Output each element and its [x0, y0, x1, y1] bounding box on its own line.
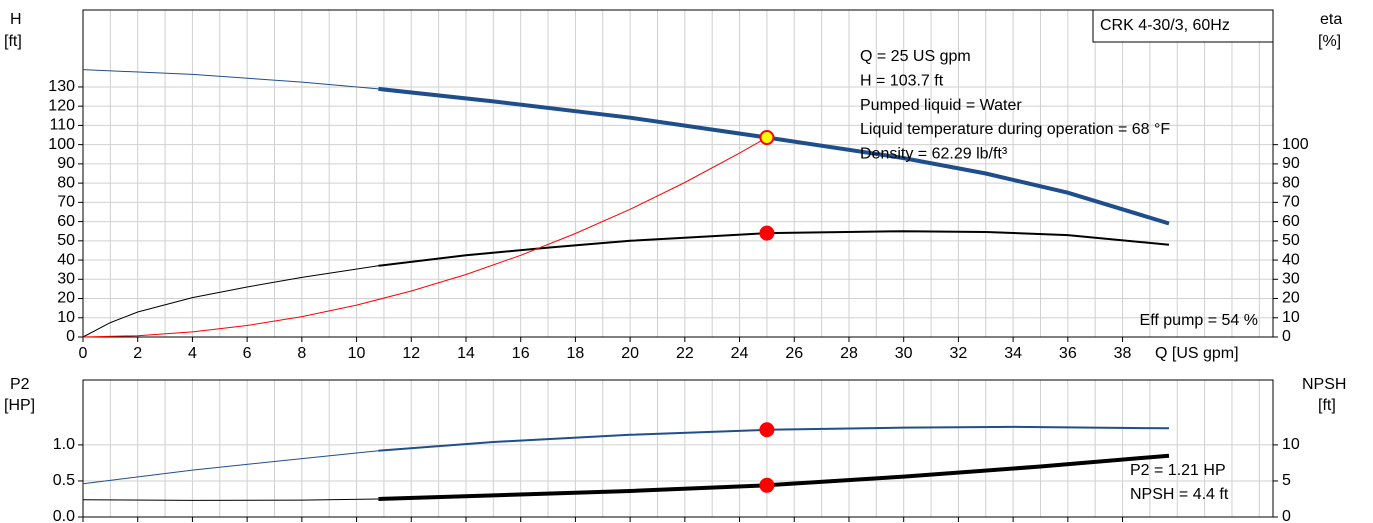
y-tick-label: 0.5 [53, 472, 75, 489]
x-tick-label: 8 [297, 345, 306, 362]
x-tick-label: 14 [457, 345, 475, 362]
x-tick-label: 0 [79, 345, 88, 362]
curve [378, 86, 1170, 226]
y2-tick-label: 20 [1282, 290, 1300, 307]
y2-tick-label: 50 [1282, 232, 1300, 249]
y-tick-label: 0 [66, 328, 75, 345]
y-tick-label: 1.0 [53, 436, 75, 453]
y2-tick-label: 70 [1282, 194, 1300, 211]
y-tick-label: 50 [57, 232, 75, 249]
operating-point [759, 477, 775, 493]
y-tick-label: 70 [57, 194, 75, 211]
y-label: P2 [10, 376, 30, 393]
operating-point [759, 225, 775, 241]
operating-point [759, 422, 775, 438]
x-tick-label: 2 [133, 345, 142, 362]
x-tick-label: 10 [348, 345, 366, 362]
y2-unit: [%] [1318, 33, 1341, 50]
y2-label: NPSH [1302, 376, 1346, 393]
annotation: Pumped liquid = Water [860, 97, 1022, 114]
x-tick-label: 30 [895, 345, 913, 362]
y2-unit: [ft] [1318, 397, 1336, 414]
y2-tick-label: 60 [1282, 213, 1300, 230]
x-tick-label: 32 [950, 345, 968, 362]
y-tick-label: 40 [57, 251, 75, 268]
y2-tick-label: 100 [1282, 136, 1309, 153]
plot-area [83, 380, 1273, 517]
curve [82, 265, 379, 338]
y-tick-label: 80 [57, 174, 75, 191]
y-tick-label: 20 [57, 290, 75, 307]
x-tick-label: 38 [1114, 345, 1132, 362]
y2-label: eta [1320, 11, 1342, 28]
x-tick-label: 26 [785, 345, 803, 362]
x-tick-label: 22 [676, 345, 694, 362]
x-tick-label: 24 [731, 345, 749, 362]
annotation: H = 103.7 ft [860, 73, 944, 90]
y2-tick-label: 40 [1282, 251, 1300, 268]
x-tick-label: 28 [840, 345, 858, 362]
curve [82, 69, 379, 90]
y-tick-label: 60 [57, 213, 75, 230]
y-tick-label: 100 [48, 136, 75, 153]
y2-tick-label: 10 [1282, 436, 1300, 453]
y-tick-label: 130 [48, 78, 75, 95]
y2-tick-label: 90 [1282, 155, 1300, 172]
x-tick-label: 12 [402, 345, 420, 362]
x-tick-label: 20 [621, 345, 639, 362]
y-tick-label: 30 [57, 271, 75, 288]
y2-tick-label: 0 [1282, 508, 1291, 523]
curve [82, 498, 379, 501]
annotation: Q = 25 US gpm [860, 48, 971, 65]
annotation: NPSH = 4.4 ft [1130, 486, 1229, 503]
plot-frame [82, 9, 1274, 338]
plot-area [83, 10, 1273, 337]
y2-tick-label: 80 [1282, 174, 1300, 191]
y-unit: [ft] [4, 33, 22, 50]
y2-tick-label: 30 [1282, 271, 1300, 288]
y2-tick-label: 10 [1282, 309, 1300, 326]
y-label: H [10, 11, 22, 28]
annotation: Liquid temperature during operation = 68… [860, 121, 1170, 138]
y-tick-label: 110 [49, 117, 75, 134]
eff-label: Eff pump = 54 % [1140, 312, 1258, 329]
y-tick-label: 10 [57, 309, 75, 326]
y-tick-label: 120 [48, 97, 75, 114]
x-tick-label: 4 [188, 345, 197, 362]
x-label: Q [US gpm] [1155, 345, 1239, 362]
title-box [1092, 9, 1274, 43]
y-tick-label: 0.0 [53, 508, 75, 523]
y2-tick-label: 0 [1282, 328, 1291, 345]
chart-title: CRK 4-30/3, 60Hz [1100, 17, 1230, 34]
y-tick-label: 90 [57, 155, 75, 172]
x-tick-label: 18 [567, 345, 585, 362]
x-tick-label: 6 [243, 345, 252, 362]
y2-tick-label: 5 [1282, 472, 1291, 489]
y-unit: [HP] [4, 397, 35, 414]
operating-point [759, 130, 775, 146]
annotation: Density = 62.29 lb/ft³ [860, 145, 1008, 162]
annotation: P2 = 1.21 HP [1130, 462, 1226, 479]
x-tick-label: 16 [512, 345, 530, 362]
curve [82, 450, 379, 485]
x-tick-label: 36 [1059, 345, 1077, 362]
curve [82, 137, 768, 338]
plot-frame [82, 379, 1274, 518]
x-tick-label: 34 [1004, 345, 1022, 362]
